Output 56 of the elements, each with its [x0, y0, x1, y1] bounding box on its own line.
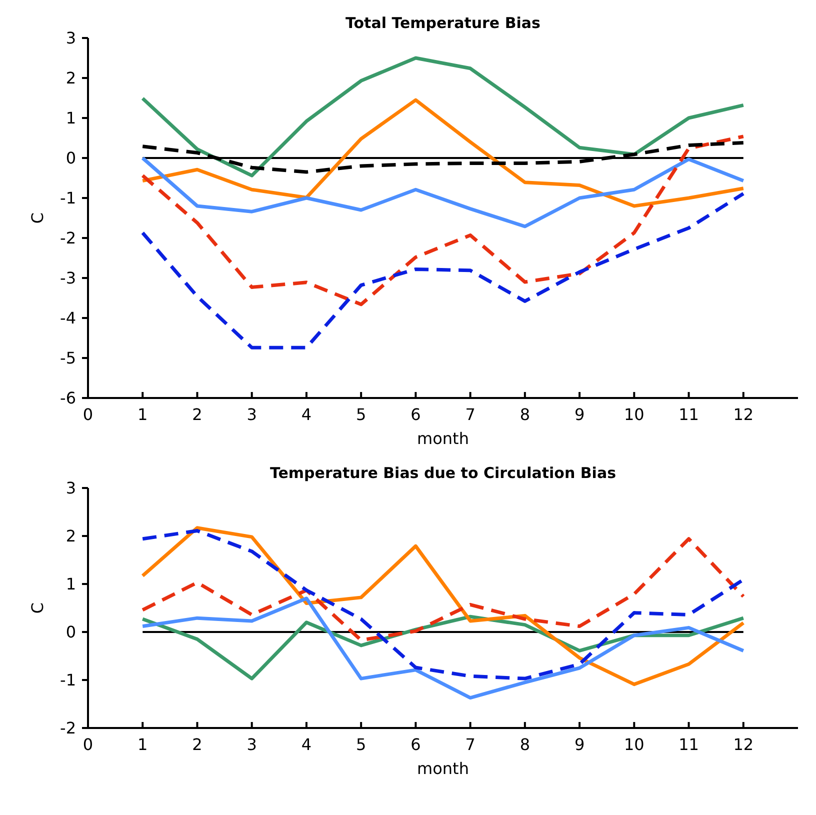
- x-tick-label: 8: [520, 405, 530, 424]
- y-axis-title: C: [28, 212, 47, 224]
- y-tick-label: 2: [66, 68, 76, 88]
- y-tick-label: -1: [60, 188, 76, 208]
- y-tick-label: -6: [60, 388, 76, 408]
- y-tick-label: 1: [66, 108, 76, 128]
- x-tick-label: 0: [82, 735, 94, 754]
- x-tick-label: 10: [624, 405, 644, 424]
- x-tick-label: 11: [678, 405, 699, 424]
- x-tick-label: 12: [733, 735, 754, 754]
- x-axis-title: month: [417, 429, 469, 448]
- y-tick-label: 3: [66, 28, 76, 48]
- x-tick-label: 1: [138, 735, 148, 754]
- y-tick-label: -4: [60, 308, 76, 328]
- y-tick-label: -1: [60, 670, 76, 690]
- x-axis-title: month: [417, 759, 469, 778]
- x-tick-label: 12: [733, 405, 754, 424]
- x-tick-label: 9: [574, 735, 585, 754]
- chart-title: Total Temperature Bias: [346, 14, 541, 32]
- x-tick-label: 3: [246, 405, 257, 424]
- line-series: [140, 537, 746, 642]
- y-tick-label: 2: [66, 526, 76, 546]
- line-series: [140, 596, 746, 700]
- y-tick-label: 1: [66, 574, 76, 594]
- y-tick-label: 0: [66, 622, 76, 642]
- chart-title: Temperature Bias due to Circulation Bias: [270, 464, 616, 482]
- x-tick-label: 1: [138, 405, 148, 424]
- y-tick-label: 0: [66, 148, 76, 168]
- x-tick-label: 5: [356, 735, 366, 754]
- x-tick-label: 0: [82, 405, 94, 424]
- x-tick-label: 7: [465, 405, 476, 424]
- line-series: [140, 141, 746, 174]
- x-tick-label: 3: [246, 735, 257, 754]
- line-series: [140, 56, 746, 178]
- line-series: [140, 134, 746, 306]
- y-tick-label: -2: [60, 228, 76, 248]
- x-tick-label: 11: [678, 735, 699, 754]
- x-tick-label: 5: [356, 405, 366, 424]
- x-tick-label: 10: [624, 735, 644, 754]
- x-tick-label: 8: [520, 735, 530, 754]
- y-tick-label: 3: [66, 478, 76, 498]
- y-tick-label: -5: [60, 348, 76, 368]
- y-tick-label: -3: [60, 268, 76, 288]
- x-tick-label: 6: [410, 405, 421, 424]
- y-axis-title: C: [28, 602, 47, 614]
- x-tick-label: 2: [192, 735, 202, 754]
- x-tick-label: 4: [301, 405, 312, 424]
- y-tick-label: -2: [60, 718, 76, 738]
- line-series: [140, 98, 746, 208]
- line-series: [140, 156, 746, 228]
- x-tick-label: 9: [574, 405, 585, 424]
- x-tick-label: 7: [465, 735, 476, 754]
- x-tick-label: 4: [301, 735, 312, 754]
- line-series: [140, 192, 746, 350]
- x-tick-label: 2: [192, 405, 202, 424]
- x-tick-label: 6: [410, 735, 421, 754]
